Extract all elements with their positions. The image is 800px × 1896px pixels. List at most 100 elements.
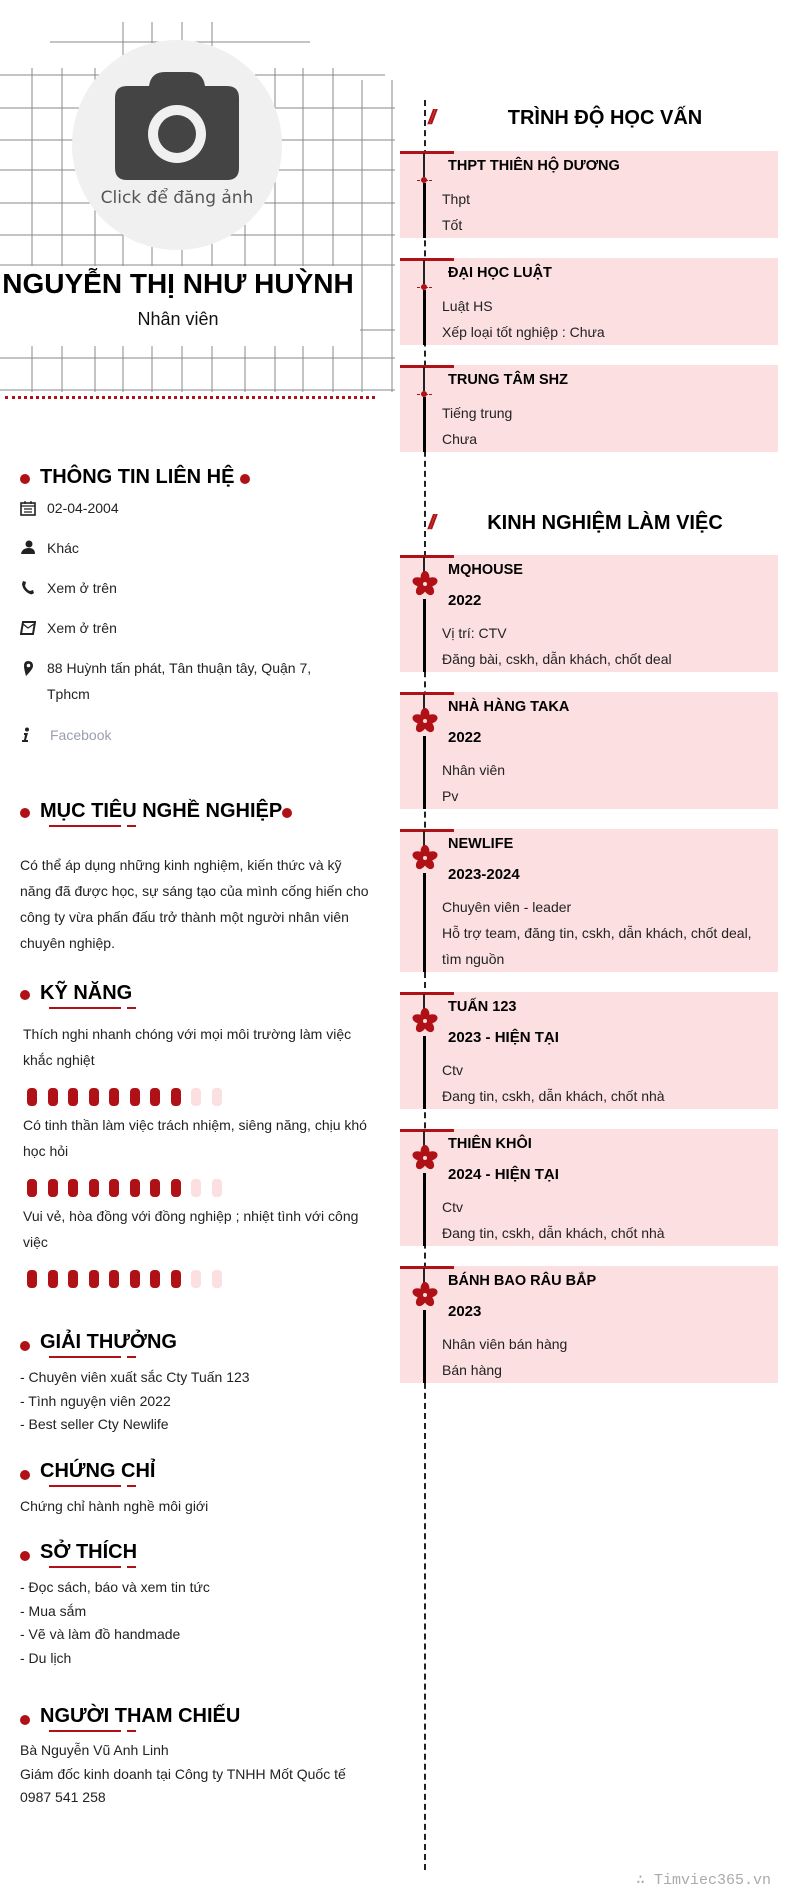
- timeline-tick: [423, 367, 425, 391]
- section-bullet: [20, 1715, 30, 1725]
- timeline-tick: [423, 153, 425, 177]
- section-bullet: [20, 1551, 30, 1561]
- hobby-item: - Đọc sách, báo và xem tin tức: [20, 1579, 210, 1595]
- contact-title: THÔNG TIN LIÊN HỆ: [40, 466, 235, 488]
- rating-dot-filled: [27, 1270, 37, 1288]
- rating-dot-filled: [47, 1270, 58, 1288]
- company-name: MQHOUSE: [448, 562, 523, 578]
- timeline-dot: [421, 391, 427, 397]
- timeline-tick: [423, 557, 425, 581]
- timeline-segment: [423, 183, 426, 238]
- rating-dot-filled: [68, 1088, 78, 1106]
- job-position: Vị trí: CTV: [442, 625, 507, 641]
- skill-name: Vui vẻ, hòa đồng với đồng nghiệp ; nhiệt…: [23, 1208, 359, 1250]
- section-bullet: [282, 808, 292, 818]
- accent-bar: [400, 151, 454, 154]
- skills-title: KỸ NĂNG: [40, 982, 136, 1009]
- work-period: 2024 - HIỆN TẠI: [448, 1166, 559, 1183]
- flower-icon: [412, 1282, 438, 1307]
- rating-dot-filled: [129, 1270, 140, 1288]
- phone-icon: [22, 581, 34, 595]
- timeline-tick: [423, 260, 425, 284]
- awards-title: GIẢI THƯỞNG: [40, 1331, 177, 1358]
- timeline-segment: [423, 736, 426, 809]
- work-period: 2023 - HIỆN TẠI: [448, 1029, 559, 1046]
- reference-phone: 0987 541 258: [20, 1789, 106, 1805]
- timeline-tick: [423, 694, 425, 718]
- education-major: Tiếng trung: [442, 405, 513, 421]
- references-list: Bà Nguyễn Vũ Anh Linh Giám đốc kinh doan…: [20, 1739, 346, 1810]
- timeline-tick: [423, 831, 425, 855]
- awards-list: - Chuyên viên xuất sắc Cty Tuấn 123 - Tì…: [20, 1366, 250, 1437]
- job-position: Ctv: [442, 1062, 463, 1078]
- website-link[interactable]: Facebook: [50, 727, 112, 743]
- hobbies-list: - Đọc sách, báo và xem tin tức - Mua sắm…: [20, 1576, 210, 1670]
- hobbies-title: SỞ THÍCH: [40, 1541, 137, 1568]
- rating-dot-empty: [191, 1179, 201, 1197]
- timeline-line: [424, 100, 426, 1870]
- certificate-item: Chứng chỉ hành nghề môi giới: [20, 1498, 209, 1514]
- candidate-name: NGUYỄN THỊ NHƯ HUỲNH: [2, 268, 354, 299]
- job-description: Hỗ trợ team, đăng tin, cskh, dẫn khách, …: [442, 925, 752, 967]
- hobby-item: - Mua sắm: [20, 1602, 87, 1619]
- rating-dot-filled: [150, 1179, 160, 1197]
- timeline-segment: [423, 873, 426, 972]
- info-icon: [22, 727, 29, 742]
- reference-name: Bà Nguyễn Vũ Anh Linh: [20, 1742, 169, 1758]
- timeline-segment: [423, 1173, 426, 1246]
- rating-dot-empty: [191, 1270, 201, 1288]
- experience-item: BÁNH BAO RÂU BẮP 2023 Nhân viên bán hàng…: [400, 1266, 778, 1383]
- accent-bar: [400, 555, 454, 558]
- camera-icon: [115, 72, 239, 180]
- timeline-segment: [423, 1036, 426, 1109]
- company-name: BÁNH BAO RÂU BẮP: [448, 1273, 597, 1289]
- education-title: TRÌNH ĐỘ HỌC VẤN: [507, 107, 703, 129]
- timeline-tick: [423, 994, 425, 1018]
- section-bullet: [20, 808, 30, 818]
- flower-icon: [412, 845, 438, 870]
- address: 88 Huỳnh tấn phát, Tân thuận tây, Quận 7…: [47, 660, 312, 702]
- avatar-upload[interactable]: Click để đăng ảnh: [72, 40, 282, 250]
- timeline-dot: [421, 177, 427, 183]
- experience-title: KINH NGHIỆM LÀM VIỆC: [487, 512, 723, 534]
- certificates-list: Chứng chỉ hành nghề môi giới: [20, 1495, 208, 1519]
- school-name: ĐẠI HỌC LUẬT: [448, 265, 552, 281]
- rating-dot-filled: [88, 1270, 99, 1288]
- experience-item: THIÊN KHÔI 2024 - HIỆN TẠI Ctv Đang tin,…: [400, 1129, 778, 1246]
- section-bullet: [20, 990, 30, 1000]
- section-slash: //: [428, 107, 436, 129]
- flower-icon: [412, 708, 438, 733]
- school-name: TRUNG TÂM SHZ: [448, 372, 569, 388]
- skill-name: Có tinh thần làm việc trách nhiệm, siêng…: [23, 1117, 367, 1159]
- name-backdrop: [0, 266, 360, 346]
- rating-dot-filled: [68, 1270, 78, 1288]
- rating-dot-empty: [211, 1088, 222, 1106]
- education-result: Xếp loại tốt nghiệp : Chưa: [442, 324, 605, 340]
- watermark: ∴ Timviec365.vn: [636, 1872, 772, 1889]
- skill-rating: [27, 1088, 222, 1106]
- user-icon: [21, 540, 35, 554]
- map-pin-icon: [24, 661, 33, 676]
- avatar-label: Click để đăng ảnh: [100, 188, 254, 208]
- rating-dot-empty: [211, 1179, 222, 1197]
- flower-icon: [412, 1145, 438, 1170]
- job-description: Pv: [442, 788, 459, 804]
- job-position: Ctv: [442, 1199, 463, 1215]
- experience-item: TUẤN 123 2023 - HIỆN TẠI Ctv Đang tin, c…: [400, 992, 778, 1109]
- rating-dot-filled: [27, 1179, 37, 1197]
- rating-dot-filled: [109, 1270, 119, 1288]
- education-item: ĐẠI HỌC LUẬT Luật HS Xếp loại tốt nghiệp…: [400, 258, 778, 345]
- rating-dot-filled: [88, 1088, 99, 1106]
- rating-dot-filled: [109, 1179, 119, 1197]
- accent-bar: [400, 829, 454, 832]
- reference-position: Giám đốc kinh doanh tại Công ty TNHH Mốt…: [20, 1765, 346, 1782]
- rating-dot-filled: [109, 1088, 119, 1106]
- award-item: - Chuyên viên xuất sắc Cty Tuấn 123: [20, 1369, 250, 1385]
- company-name: NEWLIFE: [448, 836, 514, 852]
- references-title: NGƯỜI THAM CHIẾU: [40, 1705, 240, 1732]
- accent-bar: [400, 992, 454, 995]
- timeline-segment: [423, 290, 426, 345]
- timeline-tick: [423, 1268, 425, 1292]
- job-position: Nhân viên bán hàng: [442, 1336, 568, 1352]
- gender: Khác: [47, 540, 79, 556]
